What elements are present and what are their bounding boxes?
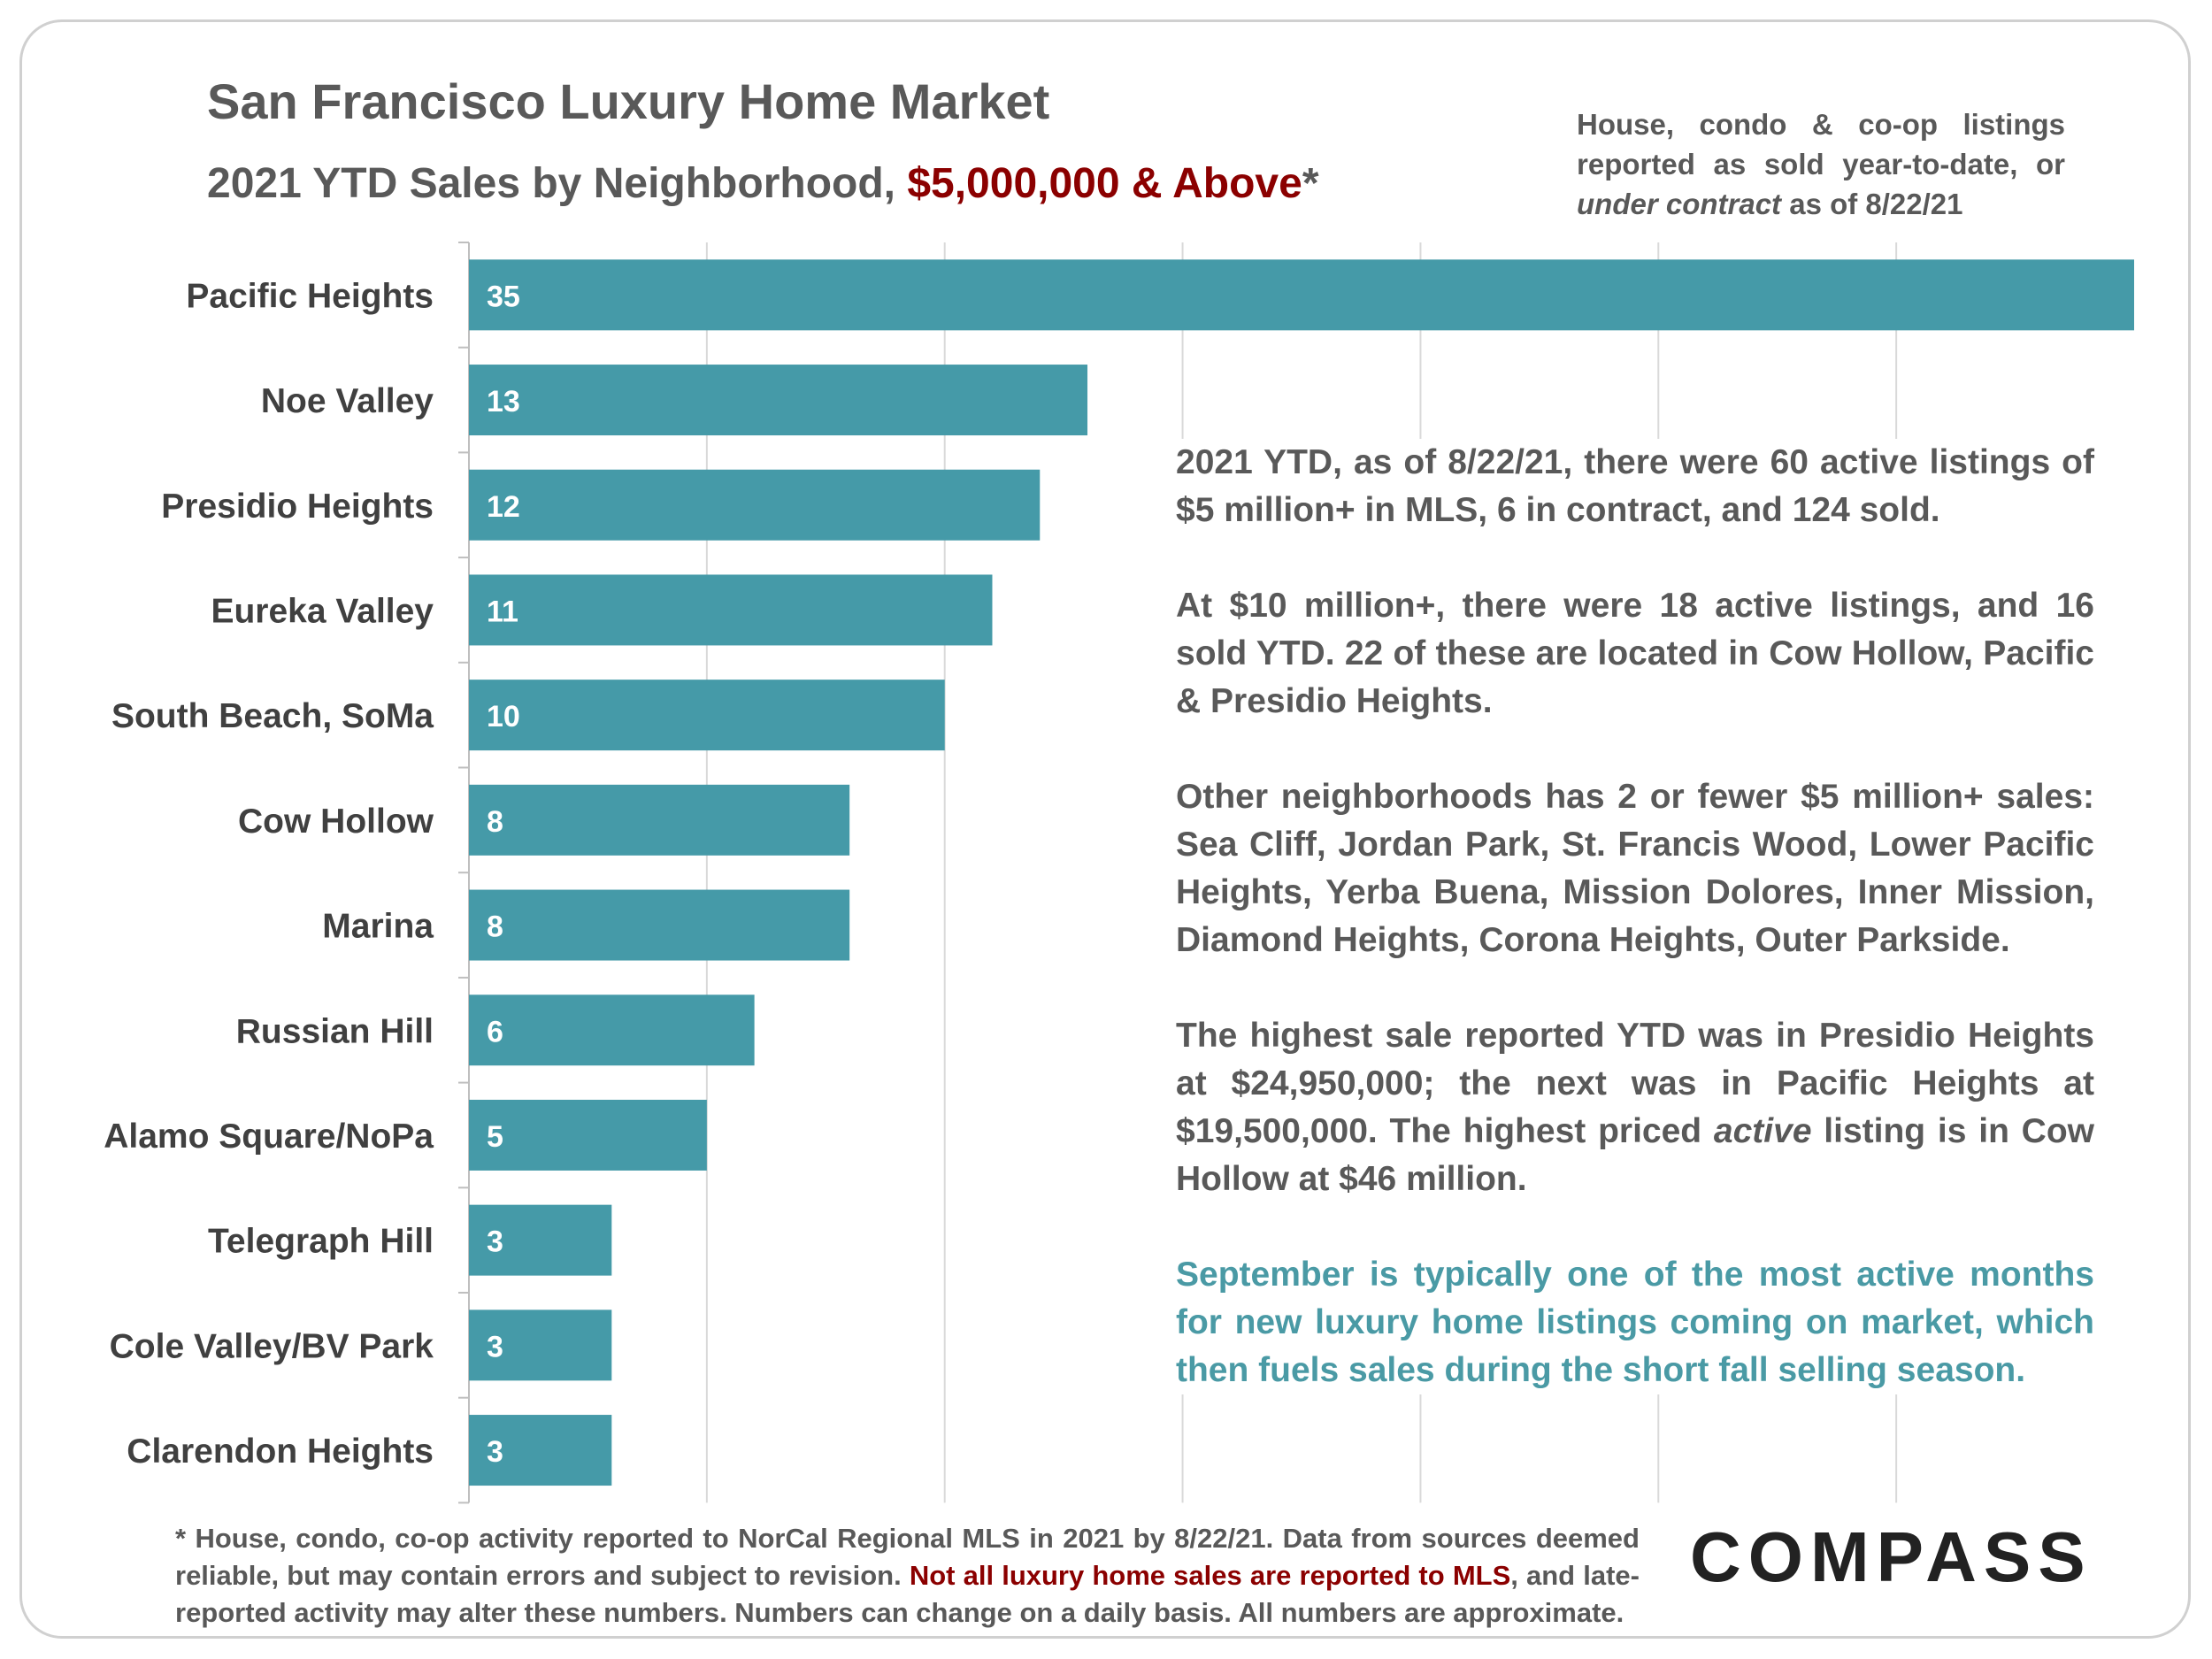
category-label: Eureka Valley xyxy=(211,592,434,630)
note-text-1: House, condo & co-op listings reported a… xyxy=(1577,108,2065,180)
data-scope-note: House, condo & co-op listings reported a… xyxy=(1577,104,2065,224)
value-label: 35 xyxy=(487,280,520,313)
commentary-p4-text-1: The highest sale reported YTD was in Pre… xyxy=(1176,1017,2094,1150)
chart-title: San Francisco Luxury Home Market xyxy=(207,73,1050,129)
note-text-2: as of 8/22/21 xyxy=(1781,188,1963,220)
category-label: Marina xyxy=(322,908,434,946)
commentary-paragraph-3: Other neighborhoods has 2 or fewer $5 mi… xyxy=(1176,778,2094,959)
footnote-text-2: , and late-reported activity may alter t… xyxy=(175,1560,1640,1628)
footnote-highlight: Not all luxury home sales are reported t… xyxy=(909,1560,1511,1591)
value-label: 3 xyxy=(487,1435,503,1469)
note-text-italic: under contract xyxy=(1577,188,1782,220)
commentary-p4-italic: active xyxy=(1713,1112,1812,1150)
compass-logo: COMPASS xyxy=(1690,1517,2093,1596)
subtitle-prefix: 2021 YTD Sales by Neighborhood, xyxy=(207,160,908,207)
value-label: 10 xyxy=(487,700,520,733)
commentary-paragraph-2: At $10 million+, there were 18 active li… xyxy=(1176,587,2094,720)
value-label: 3 xyxy=(487,1330,503,1363)
subtitle-suffix: * xyxy=(1302,160,1319,207)
bar-telegraph-hill xyxy=(469,1204,612,1276)
category-label: Cow Hollow xyxy=(238,803,434,841)
category-label: Cole Valley/BV Park xyxy=(110,1327,434,1365)
chart-subtitle: 2021 YTD Sales by Neighborhood, $5,000,0… xyxy=(207,159,1319,208)
bar-cole-valley-bv-park xyxy=(469,1310,612,1381)
category-label: Telegraph Hill xyxy=(208,1223,434,1261)
value-label: 6 xyxy=(487,1015,503,1048)
bar-cow-hollow xyxy=(469,784,850,856)
bar-clarendon-heights xyxy=(469,1415,612,1486)
category-label: Presidio Heights xyxy=(161,488,434,526)
category-label: Alamo Square/NoPa xyxy=(104,1118,434,1156)
commentary-p4-text-2: listing is in Cow Hollow at $46 million. xyxy=(1176,1112,2094,1198)
footnote-text-1: * House, condo, co-op activity reported … xyxy=(175,1523,1640,1591)
bar-alamo-square-nopa xyxy=(469,1099,707,1171)
value-label: 3 xyxy=(487,1225,503,1259)
bar-eureka-valley xyxy=(469,574,993,646)
subtitle-highlight: $5,000,000 & Above xyxy=(907,160,1302,207)
value-label: 5 xyxy=(487,1120,503,1154)
commentary-box: 2021 YTD, as of 8/22/21, there were 60 a… xyxy=(1176,439,2094,1394)
category-label: South Beach, SoMa xyxy=(111,697,434,735)
commentary-paragraph-4: The highest sale reported YTD was in Pre… xyxy=(1176,1012,2094,1203)
commentary-paragraph-1: 2021 YTD, as of 8/22/21, there were 60 a… xyxy=(1176,443,2094,529)
bar-south-beach-soma xyxy=(469,680,945,751)
commentary-paragraph-5: September is typically one of the most a… xyxy=(1176,1256,2094,1389)
footnote: * House, condo, co-op activity reported … xyxy=(175,1520,1640,1632)
value-label: 8 xyxy=(487,805,503,839)
value-label: 12 xyxy=(487,490,520,524)
category-label: Clarendon Heights xyxy=(127,1432,434,1471)
value-label: 13 xyxy=(487,385,520,419)
bar-noe-valley xyxy=(469,365,1088,436)
bar-pacific-heights xyxy=(469,259,2134,331)
bar-marina xyxy=(469,889,850,961)
bar-russian-hill xyxy=(469,995,755,1066)
bar-presidio-heights xyxy=(469,469,1041,541)
category-label: Russian Hill xyxy=(236,1012,434,1050)
value-label: 8 xyxy=(487,910,503,944)
value-label: 11 xyxy=(487,595,518,628)
category-label: Noe Valley xyxy=(261,382,434,420)
category-label: Pacific Heights xyxy=(186,277,434,315)
